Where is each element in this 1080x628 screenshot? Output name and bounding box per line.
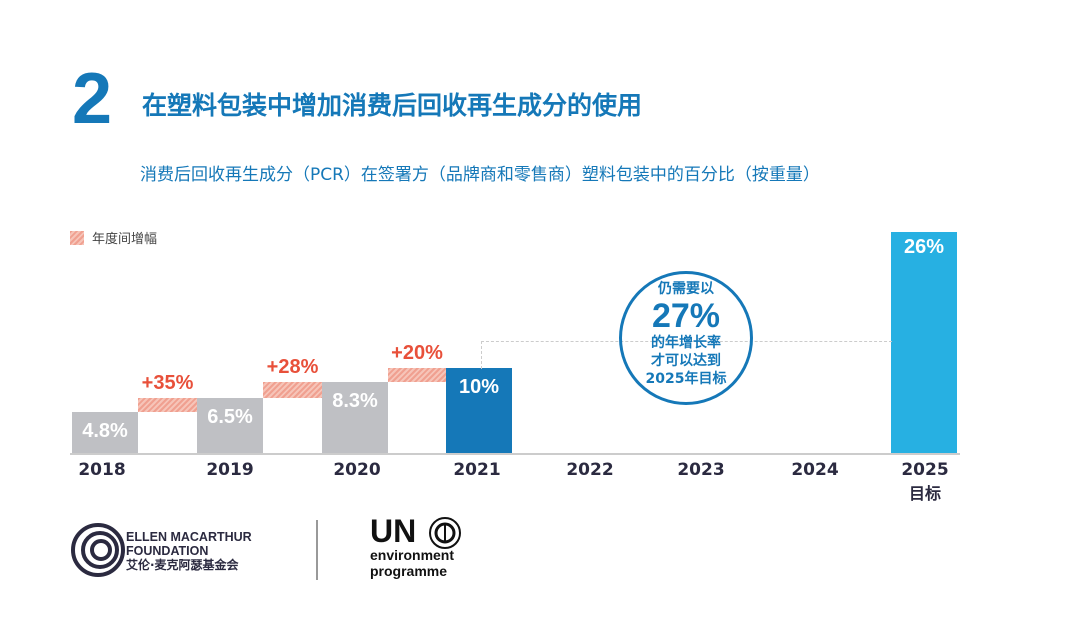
increment-2019: [138, 397, 197, 413]
x-tick-label-2025: 2025: [901, 460, 949, 480]
emf-logo-icon: [71, 523, 125, 577]
unep-logo: UN environment programme: [370, 515, 454, 579]
bar-2019: [197, 397, 263, 453]
bar-label-2019: 6.5%: [207, 405, 253, 428]
legend-swatch: [70, 230, 84, 245]
annotation-line: 才可以达到: [651, 353, 721, 369]
unep-line: UN: [370, 513, 417, 549]
increment-label-2019: +35%: [141, 371, 194, 394]
annotation-circle: 仍需要以 27% 的年增长率 才可以达到 2025年目标: [619, 271, 753, 405]
annotation-line: 2025年目标: [645, 371, 727, 387]
legend-label: 年度间增幅: [92, 232, 158, 247]
bar-2018: [72, 412, 138, 453]
x-tick-label-2018: 2018: [78, 460, 126, 480]
x-tick-sublabel-2025: 目标: [908, 484, 941, 503]
x-tick-label-2020: 2020: [333, 460, 381, 480]
bar-label-2021: 10%: [458, 376, 500, 398]
unep-line: programme: [370, 563, 448, 579]
legend: 年度间增幅: [70, 228, 157, 247]
x-tick-label-2023: 2023: [677, 460, 725, 480]
chart-subtitle: 消费后回收再生成分（PCR）在签署方（品牌商和零售商）塑料包装中的百分比（按重量…: [140, 165, 820, 185]
unep-line: environment: [370, 547, 455, 563]
x-tick-label-2024: 2024: [791, 460, 839, 480]
x-tick-label-2021: 2021: [453, 460, 501, 480]
emf-logo-text: ELLEN MACARTHUR FOUNDATION 艾伦·麦克阿瑟基金会: [126, 530, 252, 572]
emf-line: ELLEN MACARTHUR: [126, 530, 252, 544]
page-title: 在塑料包装中增加消费后回收再生成分的使用: [142, 91, 643, 120]
bar-2021: [446, 368, 512, 453]
increment-label-2020: +28%: [266, 356, 319, 379]
x-axis: [70, 453, 960, 455]
logo-divider: [316, 520, 318, 580]
emf-line: FOUNDATION: [126, 544, 209, 558]
increment-2020: [263, 382, 322, 398]
bar-2025: [891, 232, 957, 453]
bar-label-2018: 4.8%: [82, 420, 128, 443]
bar-2020: [322, 382, 388, 453]
chart: 4.8% 2018 6.5% 2019 8.3% 2020 10% 2021 2022 2023 2…: [70, 232, 960, 503]
section-number: 2: [72, 59, 113, 139]
emf-line: 艾伦·麦克阿瑟基金会: [126, 558, 239, 572]
bar-label-2020: 8.3%: [332, 390, 378, 413]
x-tick-label-2019: 2019: [206, 460, 254, 480]
annotation-line: 的年增长率: [651, 335, 721, 351]
bar-label-2025: 26%: [903, 236, 945, 258]
increment-2021: [388, 368, 446, 383]
x-tick-label-2022: 2022: [566, 460, 614, 480]
un-emblem-icon: [429, 517, 461, 549]
increment-label-2021: +20%: [391, 342, 443, 364]
annotation-rate: 27%: [651, 297, 721, 335]
annotation-line: 仍需要以: [658, 281, 714, 297]
